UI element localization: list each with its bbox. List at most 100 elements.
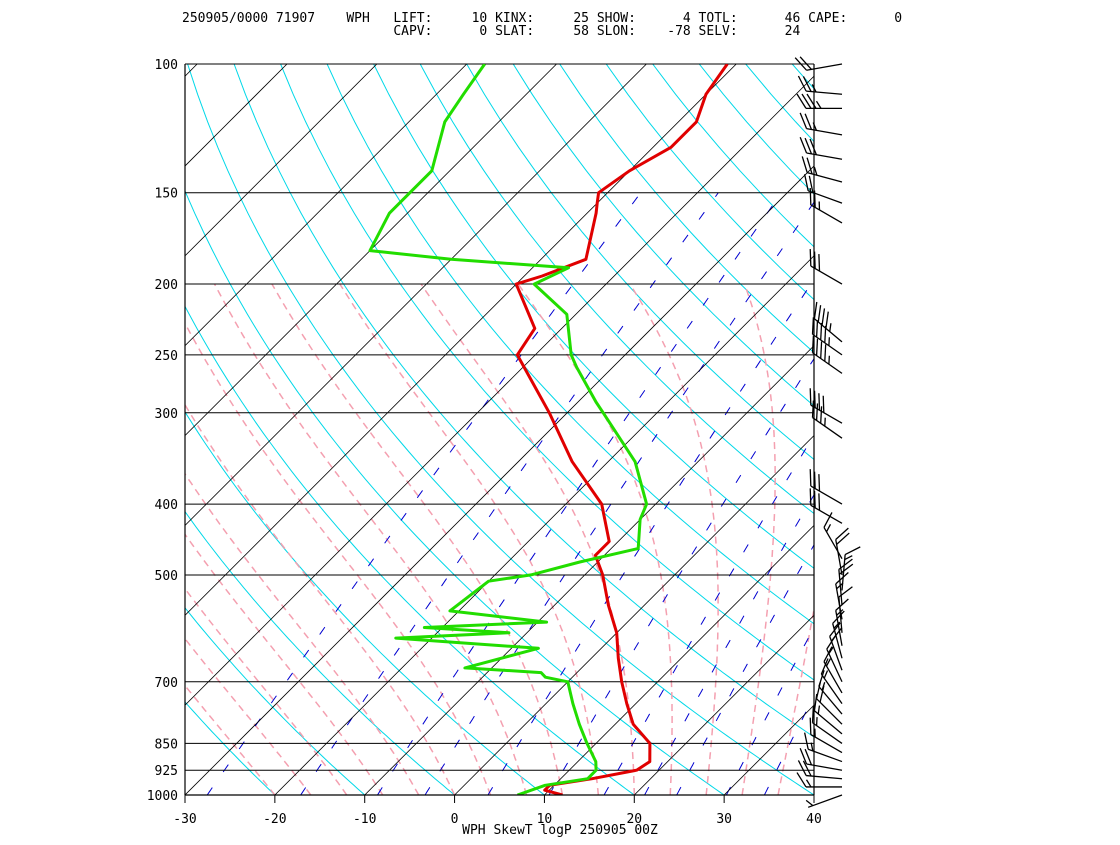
- wind-barb: [827, 635, 842, 682]
- wind-barb-staff: [807, 153, 842, 159]
- x-tick-label: -20: [263, 812, 286, 827]
- wind-barb-flag: [813, 706, 814, 723]
- wind-barb-flag: [823, 396, 824, 413]
- isotherm: [544, 64, 1120, 795]
- dry-adiabat: [420, 64, 1120, 795]
- wind-barb-flag: [819, 254, 820, 271]
- wind-barb-flag: [815, 491, 816, 508]
- wind-barb-staff: [811, 735, 842, 753]
- pressure-tick-label: 500: [155, 569, 178, 584]
- wind-barb-flag: [805, 174, 809, 191]
- wind-barb-staff: [808, 749, 842, 761]
- wind-barb-staff: [808, 191, 842, 203]
- dry-adiabat: [0, 64, 365, 795]
- wind-barb-staff: [806, 776, 842, 779]
- pressure-tick-label: 250: [155, 349, 178, 364]
- wind-barb-flag: [819, 493, 820, 510]
- wind-barb-flag: [814, 302, 816, 319]
- x-tick-label: -10: [353, 812, 376, 827]
- wind-barbs: [795, 57, 860, 808]
- pressure-tick-label: 1000: [147, 789, 178, 804]
- wind-barb-staff: [817, 699, 842, 724]
- wind-barb-flag: [817, 403, 818, 420]
- pressure-tick-label: 400: [155, 498, 178, 513]
- wind-barb-staff: [808, 795, 842, 807]
- wind-barb-flag: [813, 401, 814, 418]
- wind-barb-staff: [813, 353, 842, 374]
- wind-barb-flag: [813, 336, 814, 353]
- wind-barb-staff: [811, 505, 842, 523]
- wind-barb-flag: [810, 188, 811, 205]
- mixing-ratio-line: [425, 193, 820, 795]
- pressure-tick-label: 200: [155, 278, 178, 293]
- wind-barb-flag: [826, 312, 828, 329]
- x-tick-label: 30: [716, 812, 732, 827]
- wind-barb: [810, 249, 842, 284]
- dry-adiabat: [141, 64, 724, 795]
- dry-adiabat: [0, 64, 275, 795]
- wind-barb-flag: [815, 391, 816, 408]
- wind-barb-staff: [806, 91, 842, 94]
- moist-adiabat: [421, 284, 634, 795]
- x-tick-label: -30: [173, 812, 196, 827]
- dry-adiabat: [48, 64, 544, 795]
- wind-barb: [800, 113, 842, 135]
- isotherm: [455, 64, 1120, 795]
- mixing-ratio-line: [726, 193, 1063, 795]
- dry-adiabat: [653, 64, 1120, 795]
- isotherm: [0, 64, 646, 795]
- moist-adiabat: [742, 284, 775, 795]
- wind-barb-staff: [824, 527, 842, 558]
- isotherm: [95, 64, 826, 795]
- wind-barb-flag: [815, 252, 816, 269]
- wind-barb-flag: [837, 533, 850, 544]
- pressure-tick-label: 700: [155, 676, 178, 691]
- wind-barb: [836, 599, 849, 646]
- wind-barb-flag: [825, 344, 826, 361]
- wind-barb-flag: [807, 158, 812, 174]
- dry-adiabat: [2, 64, 455, 795]
- wind-barb-flag: [815, 472, 816, 489]
- wind-barb-flag: [810, 488, 811, 505]
- wind-barb-half-flag: [824, 670, 827, 678]
- dry-adiabat: [792, 64, 1120, 795]
- moist-adiabat: [50, 284, 383, 795]
- wind-barb-flag: [819, 474, 820, 491]
- wind-barb-half-flag: [845, 556, 853, 560]
- isotherm: [365, 64, 1096, 795]
- wind-barb-flag: [807, 94, 816, 108]
- wind-barb: [810, 488, 842, 523]
- wind-barb-flag: [810, 388, 811, 405]
- pressure-tick-label: 850: [155, 737, 178, 752]
- isotherm: [814, 64, 1120, 795]
- isotherm: [634, 64, 1120, 795]
- wind-barb-flag: [810, 718, 811, 735]
- moist-adiabat: [340, 284, 598, 795]
- dry-adiabat: [281, 64, 994, 795]
- wind-barb-staff: [807, 764, 842, 770]
- pressure-tick-label: 100: [155, 58, 178, 73]
- header-line-2: CAPV: 0 SLAT: 58 SLON: -78 SELV: 24: [182, 24, 800, 39]
- wind-barb-flag: [810, 249, 811, 266]
- wind-barb-flag: [805, 733, 809, 750]
- wind-barb-staff: [813, 723, 842, 744]
- pressure-tick-label: 150: [155, 187, 178, 202]
- wind-barb: [800, 137, 842, 159]
- moist-adiabat: [19, 284, 347, 795]
- isotherm: [724, 64, 1120, 795]
- dry-adiabat: [560, 64, 1120, 795]
- mixing-ratio-line: [549, 193, 921, 795]
- moist-adiabat: [84, 284, 418, 795]
- wind-barb: [824, 647, 842, 693]
- wind-barb: [806, 795, 842, 807]
- dry-adiabat: [188, 64, 814, 795]
- sounding-profiles: [370, 64, 727, 795]
- wind-barb: [842, 547, 860, 591]
- dry-adiabat: [932, 64, 1120, 795]
- wind-barb-half-flag: [806, 800, 813, 805]
- wind-barb-flag: [845, 547, 860, 555]
- mixing-ratio-line: [677, 193, 1024, 795]
- wind-barb-flag: [836, 528, 849, 539]
- wind-barb: [797, 773, 842, 787]
